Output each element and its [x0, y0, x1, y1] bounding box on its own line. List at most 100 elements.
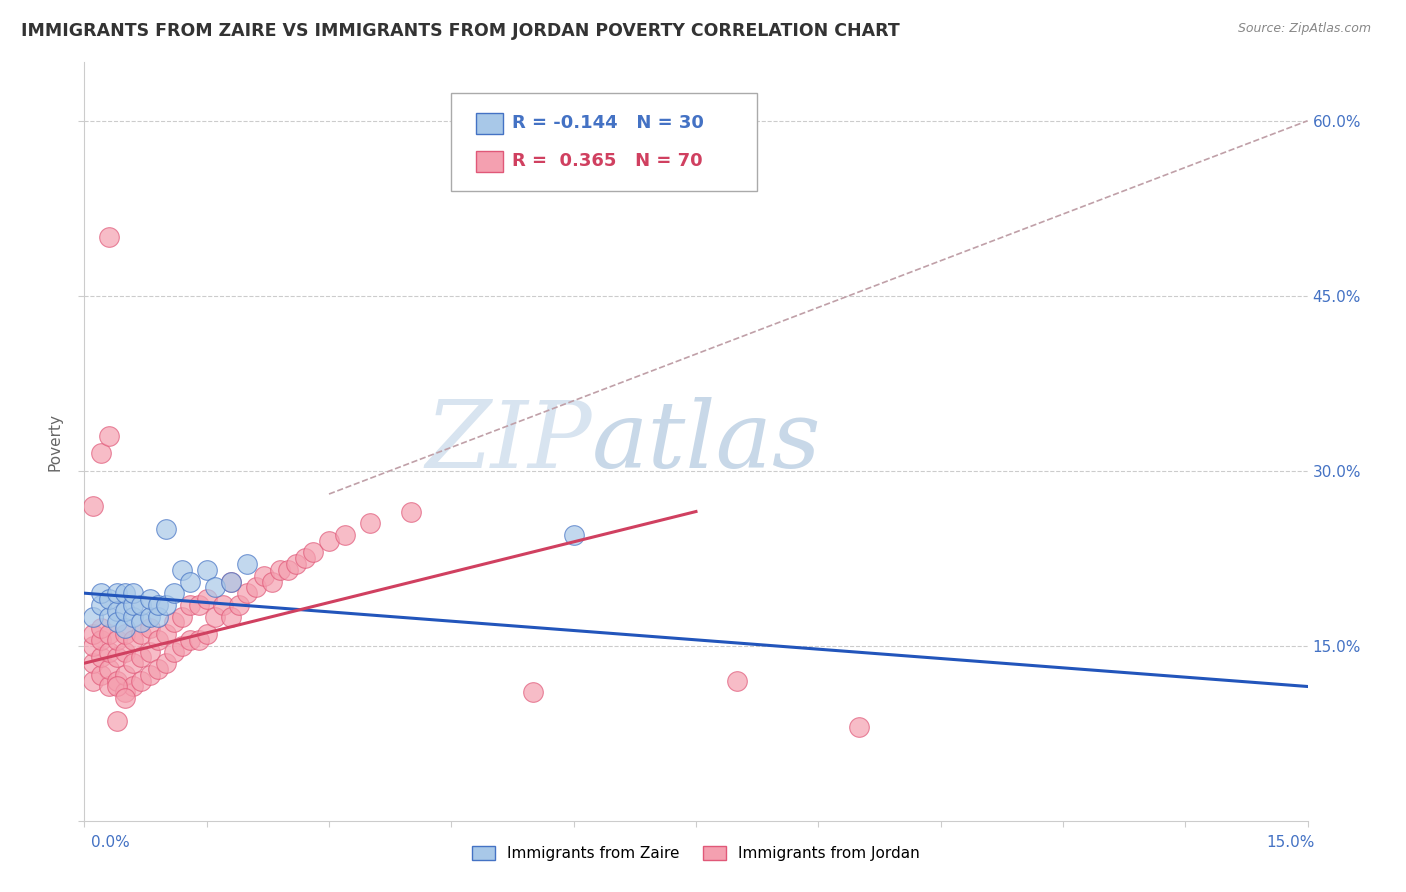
- Point: [269, 563, 291, 577]
- Point: [301, 545, 323, 559]
- Text: 15.0%: 15.0%: [1267, 836, 1315, 850]
- Point: [114, 644, 136, 658]
- Point: [260, 574, 283, 589]
- Point: [90, 446, 112, 460]
- Point: [245, 580, 267, 594]
- Point: [335, 528, 357, 542]
- Point: [179, 598, 201, 612]
- Point: [146, 598, 169, 612]
- Point: [146, 632, 169, 647]
- Point: [179, 632, 201, 647]
- Point: [82, 627, 104, 641]
- Point: [219, 609, 242, 624]
- Point: [204, 580, 226, 594]
- Point: [187, 632, 209, 647]
- Point: [285, 557, 308, 571]
- Point: [212, 598, 235, 612]
- Point: [131, 673, 153, 688]
- Point: [122, 632, 145, 647]
- Point: [114, 604, 136, 618]
- Point: [114, 627, 136, 641]
- Point: [163, 615, 186, 630]
- Point: [172, 609, 194, 624]
- Point: [131, 615, 153, 630]
- Point: [236, 557, 259, 571]
- Point: [228, 598, 250, 612]
- Point: [82, 673, 104, 688]
- Bar: [475, 113, 503, 135]
- Point: [725, 673, 748, 688]
- Point: [195, 627, 218, 641]
- Text: 0.0%: 0.0%: [91, 836, 131, 850]
- Point: [97, 680, 120, 694]
- Point: [82, 639, 104, 653]
- Point: [97, 230, 120, 244]
- Point: [155, 656, 177, 670]
- Point: [97, 627, 120, 641]
- Point: [179, 574, 201, 589]
- Point: [155, 522, 177, 536]
- Point: [122, 656, 145, 670]
- FancyBboxPatch shape: [451, 93, 758, 191]
- Point: [399, 504, 422, 518]
- Legend: Immigrants from Zaire, Immigrants from Jordan: Immigrants from Zaire, Immigrants from J…: [467, 840, 925, 868]
- Point: [219, 574, 242, 589]
- Point: [90, 650, 112, 665]
- Point: [138, 592, 160, 607]
- Point: [114, 685, 136, 699]
- Point: [848, 720, 870, 734]
- Point: [114, 691, 136, 706]
- Point: [318, 533, 340, 548]
- Point: [82, 656, 104, 670]
- Point: [236, 586, 259, 600]
- Point: [131, 627, 153, 641]
- Point: [562, 528, 585, 542]
- Point: [82, 609, 104, 624]
- Point: [105, 615, 128, 630]
- Text: Source: ZipAtlas.com: Source: ZipAtlas.com: [1237, 22, 1371, 36]
- Text: ZIP: ZIP: [426, 397, 592, 486]
- Point: [163, 586, 186, 600]
- Point: [97, 609, 120, 624]
- Point: [105, 714, 128, 729]
- Text: R = -0.144   N = 30: R = -0.144 N = 30: [513, 114, 704, 132]
- Point: [146, 609, 169, 624]
- Point: [105, 586, 128, 600]
- Text: atlas: atlas: [592, 397, 821, 486]
- Point: [122, 598, 145, 612]
- Point: [155, 627, 177, 641]
- Point: [105, 673, 128, 688]
- Point: [97, 644, 120, 658]
- Point: [359, 516, 381, 531]
- Point: [522, 685, 544, 699]
- Point: [122, 586, 145, 600]
- Point: [277, 563, 299, 577]
- Point: [114, 621, 136, 635]
- Point: [138, 644, 160, 658]
- Point: [146, 662, 169, 676]
- Point: [105, 604, 128, 618]
- Point: [155, 598, 177, 612]
- Text: IMMIGRANTS FROM ZAIRE VS IMMIGRANTS FROM JORDAN POVERTY CORRELATION CHART: IMMIGRANTS FROM ZAIRE VS IMMIGRANTS FROM…: [21, 22, 900, 40]
- Point: [122, 680, 145, 694]
- Point: [82, 499, 104, 513]
- Point: [195, 563, 218, 577]
- Point: [90, 668, 112, 682]
- Point: [131, 650, 153, 665]
- Point: [253, 568, 276, 582]
- Point: [97, 592, 120, 607]
- Point: [172, 639, 194, 653]
- Point: [163, 644, 186, 658]
- Point: [97, 662, 120, 676]
- Point: [122, 609, 145, 624]
- Point: [138, 668, 160, 682]
- Point: [219, 574, 242, 589]
- Point: [105, 680, 128, 694]
- Point: [172, 563, 194, 577]
- Point: [90, 621, 112, 635]
- Point: [114, 668, 136, 682]
- Point: [105, 650, 128, 665]
- Point: [204, 609, 226, 624]
- Point: [138, 621, 160, 635]
- Text: R =  0.365   N = 70: R = 0.365 N = 70: [513, 152, 703, 170]
